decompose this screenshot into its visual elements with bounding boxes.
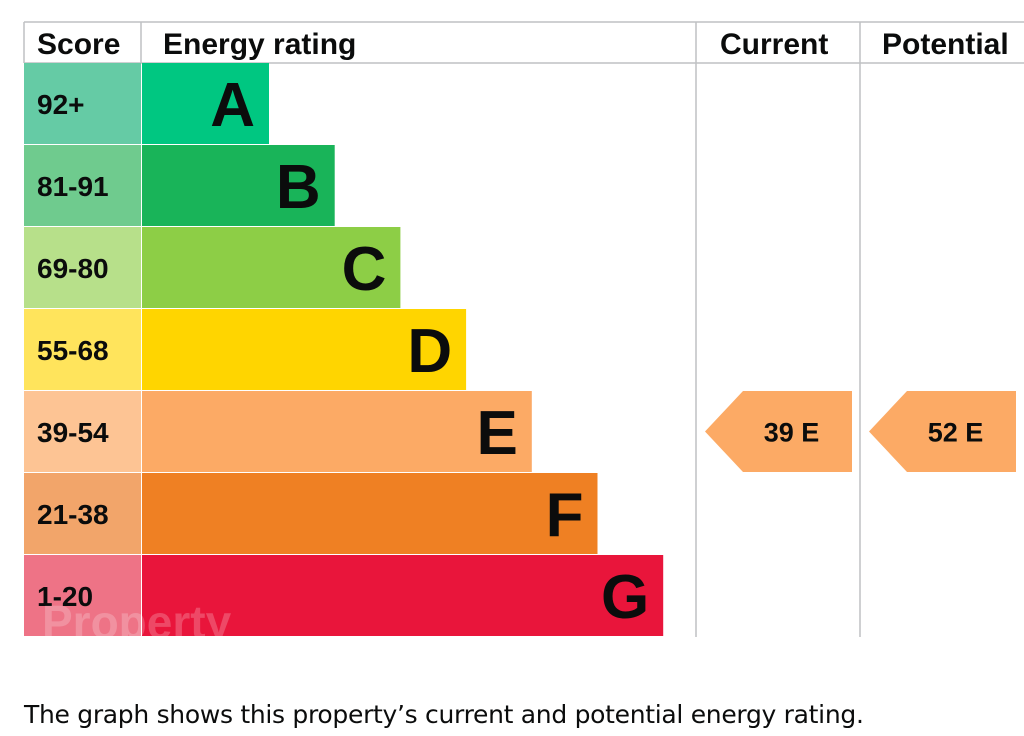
rating-bar-c [142, 227, 401, 308]
watermark-line1: Property [42, 596, 232, 648]
watermark-line2: Pal.com [42, 646, 218, 690]
header-score: Score [37, 28, 120, 61]
score-range-a: 92+ [37, 89, 85, 120]
score-range-f: 21-38 [37, 499, 109, 530]
chart-header: Score Energy rating Current Potential [37, 28, 1009, 61]
score-range-e: 39-54 [37, 417, 109, 448]
score-range-c: 69-80 [37, 253, 109, 284]
rating-letter-c: C [342, 235, 387, 304]
score-range-b: 81-91 [37, 171, 109, 202]
rating-bar-g [142, 555, 664, 636]
rating-arrows: 39 E 52 E [705, 391, 1016, 472]
rating-letter-d: D [407, 317, 452, 386]
rating-letter-a: A [210, 71, 255, 140]
current-rating-arrow [705, 391, 852, 472]
current-rating-arrow-label: 39 E [764, 418, 820, 448]
score-cell-a [24, 63, 141, 144]
potential-rating-arrow-label: 52 E [928, 418, 984, 448]
rating-letter-f: F [546, 481, 584, 550]
rating-bar-f [142, 473, 598, 554]
score-cell-c [24, 227, 141, 308]
chart-caption: The graph shows this property’s current … [24, 700, 864, 729]
rating-letter-g: G [601, 563, 649, 632]
header-potential: Potential [882, 28, 1009, 61]
score-cell-f [24, 473, 141, 554]
rating-bar-d [142, 309, 467, 390]
rating-letter-b: B [276, 153, 321, 222]
potential-rating-arrow [869, 391, 1016, 472]
epc-chart: Score Energy rating Current Potential 92… [23, 21, 1024, 690]
rating-letter-e: E [476, 399, 517, 468]
score-cell-g [24, 555, 141, 636]
rating-bands: 92+ A 81-91 B 69-80 C 55-68 D 39-54 E 21-38 F 1-20 G [24, 63, 664, 636]
header-energy-rating: Energy rating [163, 28, 356, 61]
score-cell-e [24, 391, 141, 472]
rating-bar-a [142, 63, 269, 144]
score-cell-b [24, 145, 141, 226]
score-range-g: 1-20 [37, 581, 93, 612]
watermark-logo: Property Pal.com [42, 596, 232, 690]
rating-bar-e [142, 391, 532, 472]
header-current: Current [720, 28, 828, 61]
score-range-d: 55-68 [37, 335, 109, 366]
score-cell-d [24, 309, 141, 390]
rating-bar-b [142, 145, 335, 226]
